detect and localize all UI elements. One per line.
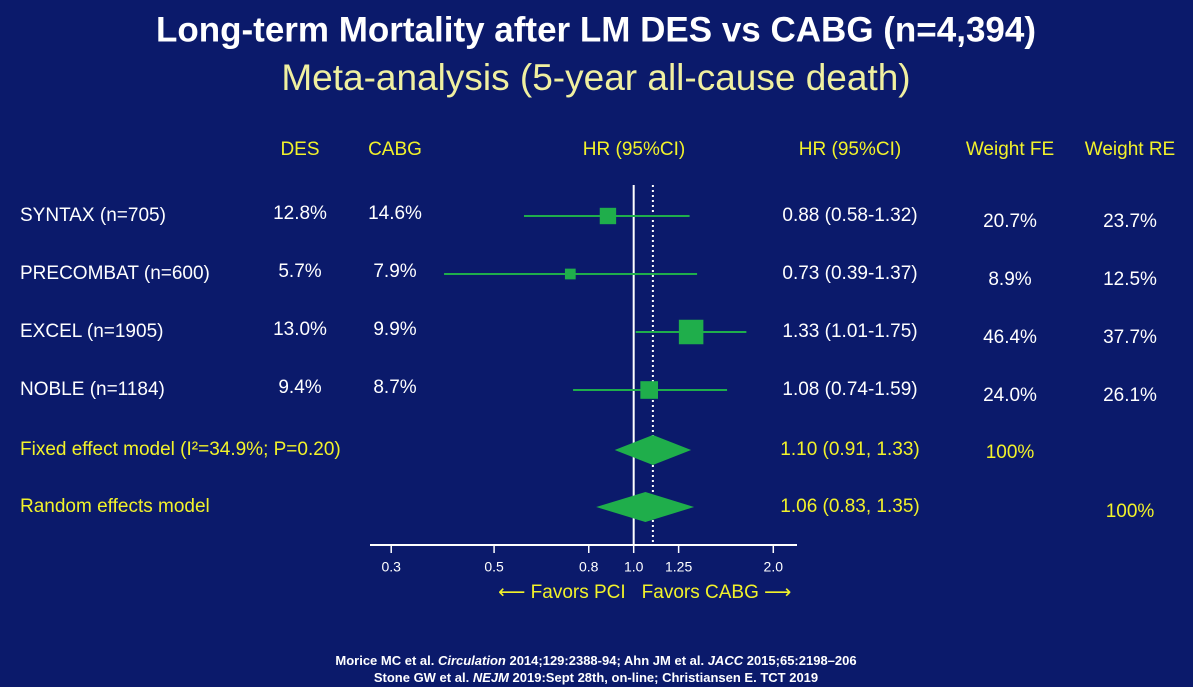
weight-fe: 8.9%: [988, 269, 1031, 290]
column-header: Weight RE: [1085, 139, 1175, 160]
hr-label: 1.08 (0.74-1.59): [782, 379, 917, 400]
x-tick-label: 0.5: [484, 559, 504, 575]
hr-point: [640, 381, 659, 399]
citation: Stone GW et al. NEJM 2019:Sept 28th, on-…: [374, 670, 818, 685]
summary-weight-re: 100%: [1106, 501, 1155, 522]
column-header: HR (95%CI): [799, 139, 901, 160]
subtitle: Meta-analysis (5-year all-cause death): [281, 57, 910, 98]
study-label: PRECOMBAT (n=600): [20, 263, 210, 284]
hr-point: [678, 319, 704, 345]
citation-part: 2014;129:2388-94; Ahn JM et al.: [506, 653, 708, 668]
hr-label: 1.33 (1.01-1.75): [782, 321, 917, 342]
x-tick-label: 1.25: [665, 559, 692, 575]
favors-left: ⟵ Favors PCI: [498, 582, 626, 603]
cabg-rate: 8.7%: [373, 377, 416, 398]
des-rate: 5.7%: [278, 261, 321, 282]
summary-hr-label: 1.06 (0.83, 1.35): [780, 496, 919, 517]
hr-label: 0.73 (0.39-1.37): [782, 263, 917, 284]
x-tick-label: 2.0: [764, 559, 784, 575]
citation-part: Stone GW et al.: [374, 670, 473, 685]
x-tick-label: 0.3: [381, 559, 401, 575]
citation: Morice MC et al. Circulation 2014;129:23…: [335, 653, 856, 668]
hr-point: [564, 268, 576, 280]
cabg-rate: 7.9%: [373, 261, 416, 282]
column-header: DES: [280, 139, 319, 160]
summary-label: Fixed effect model (I²=34.9%; P=0.20): [20, 439, 341, 460]
hr-label: 0.88 (0.58-1.32): [782, 205, 917, 226]
column-header: Weight FE: [966, 139, 1054, 160]
summary-diamond: [614, 435, 692, 465]
study-label: EXCEL (n=1905): [20, 321, 163, 342]
citation-part: JACC: [708, 653, 744, 668]
des-rate: 9.4%: [278, 377, 321, 398]
weight-fe: 46.4%: [983, 327, 1037, 348]
citation-part: 2015;65:2198–206: [743, 653, 857, 668]
weight-re: 12.5%: [1103, 269, 1157, 290]
weight-re: 37.7%: [1103, 327, 1157, 348]
favors-right: Favors CABG ⟶: [642, 582, 792, 603]
summary-weight-fe: 100%: [986, 442, 1035, 463]
column-header: HR (95%CI): [583, 139, 685, 160]
des-rate: 12.8%: [273, 203, 327, 224]
weight-re: 26.1%: [1103, 385, 1157, 406]
weight-re: 23.7%: [1103, 211, 1157, 232]
cabg-rate: 14.6%: [368, 203, 422, 224]
hr-point: [599, 207, 617, 225]
summary-hr-label: 1.10 (0.91, 1.33): [780, 439, 919, 460]
study-label: NOBLE (n=1184): [20, 379, 165, 400]
weight-fe: 24.0%: [983, 385, 1037, 406]
des-rate: 13.0%: [273, 319, 327, 340]
x-tick-label: 1.0: [624, 559, 644, 575]
citation-part: Circulation: [438, 653, 506, 668]
x-tick-label: 0.8: [579, 559, 599, 575]
title: Long-term Mortality after LM DES vs CABG…: [156, 10, 1036, 49]
weight-fe: 20.7%: [983, 211, 1037, 232]
citation-part: NEJM: [473, 670, 510, 685]
summary-label: Random effects model: [20, 496, 210, 517]
cabg-rate: 9.9%: [373, 319, 416, 340]
summary-diamond: [596, 492, 695, 522]
column-header: CABG: [368, 139, 422, 160]
citation-part: Morice MC et al.: [335, 653, 438, 668]
study-label: SYNTAX (n=705): [20, 205, 166, 226]
citation-part: 2019:Sept 28th, on-line; Christiansen E.…: [509, 670, 818, 685]
